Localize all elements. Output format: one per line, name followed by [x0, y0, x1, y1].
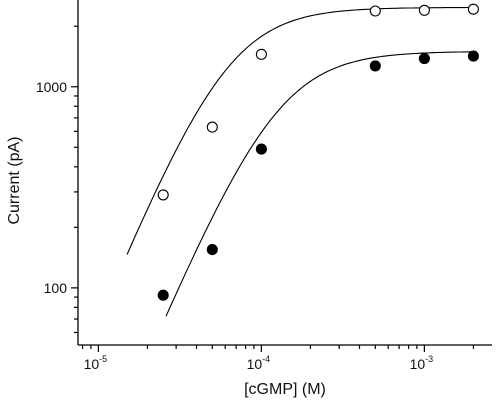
open-circle-point	[206, 121, 218, 133]
x-axis-title: [cGMP] (M)	[244, 381, 326, 398]
filled-circle-point	[418, 53, 430, 65]
filled-circle-point	[206, 244, 218, 256]
y-tick-label: 1000	[36, 79, 67, 95]
filled-circle-point	[157, 289, 169, 301]
x-tick-label: 10-4	[247, 354, 271, 372]
x-ticks: 10-5 10-4 10-3	[81, 345, 475, 372]
filled-circle-point	[467, 50, 479, 62]
y-axis-title: Current (pA)	[6, 136, 23, 224]
open-circle-point	[418, 4, 430, 16]
open-circle-point	[369, 5, 381, 17]
filled-circle-point	[255, 143, 267, 155]
x-tick-label: 10-3	[410, 354, 434, 372]
y-ticks: 100 1000	[36, 25, 78, 334]
fit-curves	[126, 6, 474, 317]
x-tick-label: 10-5	[84, 354, 108, 372]
filled-circle-point	[369, 60, 381, 72]
axes	[77, 0, 492, 346]
data-points	[157, 3, 479, 301]
open-circle-point	[157, 189, 169, 201]
fit-curve-2	[165, 51, 474, 317]
open-circle-point	[255, 48, 267, 60]
open-circle-point	[467, 3, 479, 15]
fit-curve-1	[126, 6, 474, 255]
y-tick-label: 100	[44, 280, 68, 296]
